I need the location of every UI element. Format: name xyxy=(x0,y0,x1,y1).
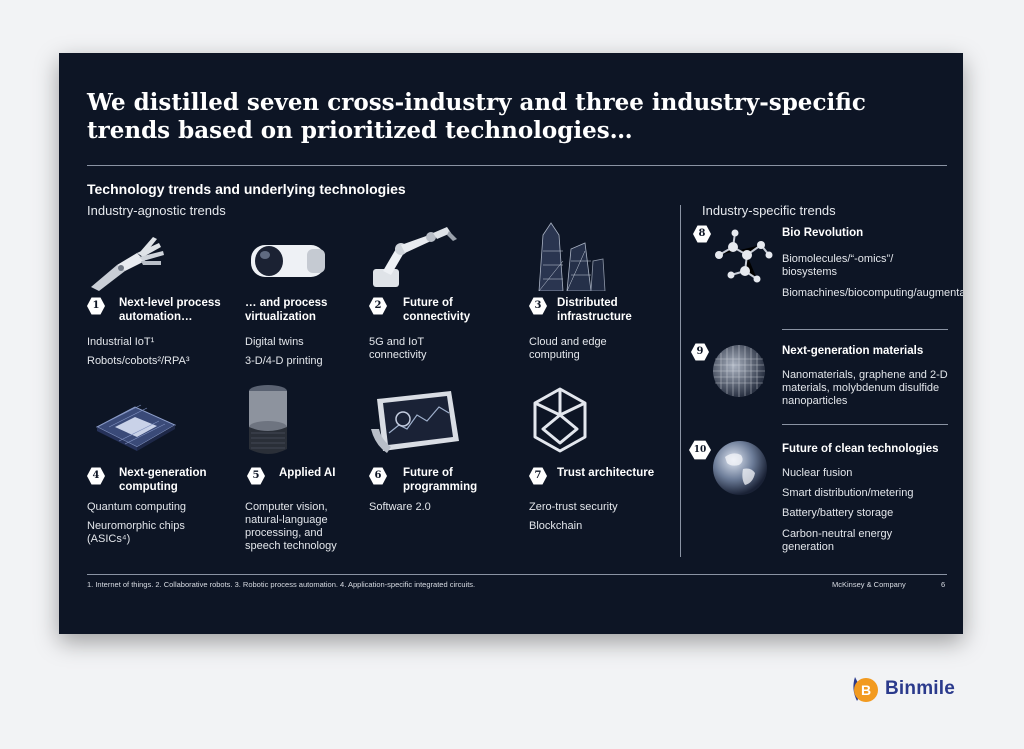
footer-divider xyxy=(87,574,947,575)
molecule-icon xyxy=(715,229,773,283)
trend-2-item-1: 5G and IoT connectivity xyxy=(369,336,427,361)
trend-8-item-1: Biomolecules/“-omics”/ biosystems xyxy=(782,253,894,278)
page-number: 6 xyxy=(941,580,946,589)
chip-icon xyxy=(95,404,177,451)
nanomaterial-sphere-icon xyxy=(713,345,765,397)
trend-4-badge: 4 xyxy=(87,467,105,485)
slide-title: We distilled seven cross-industry and th… xyxy=(87,89,866,144)
trend-4-title: Next-generation computing xyxy=(119,467,207,493)
column-divider xyxy=(680,205,681,557)
robot-arm-icon xyxy=(373,227,457,287)
earth-icon xyxy=(713,441,767,495)
trend-3-badge: 3 xyxy=(529,297,547,315)
trend-8-badge: 8 xyxy=(693,225,711,243)
brand-name: McKinsey & Company xyxy=(832,580,906,589)
smart-speaker-icon xyxy=(249,385,287,454)
trend-3-item-1: Cloud and edge computing xyxy=(529,336,607,361)
trend-5-title: Applied AI xyxy=(279,467,336,479)
trend-9-badge: 9 xyxy=(691,343,709,361)
trend-7-badge: 7 xyxy=(529,467,547,485)
industry-divider-1 xyxy=(782,329,948,330)
trend-10-item-2: Smart distribution/metering xyxy=(782,487,914,499)
trend-9-item-1: Nanomaterials, graphene and 2-D material… xyxy=(782,369,948,407)
trend-1-item-1: Industrial IoT¹ xyxy=(87,336,155,348)
binmile-logo-letter: B xyxy=(861,682,871,698)
trend-4-item-1: Quantum computing xyxy=(87,501,187,513)
trend-5-item-1: Computer vision, natural-language proces… xyxy=(245,501,337,552)
trend-7-item-2: Blockchain xyxy=(529,520,583,532)
vr-headset-icon xyxy=(251,245,325,277)
trend-10-item-3: Battery/battery storage xyxy=(782,507,894,519)
trend-2-badge: 2 xyxy=(369,297,387,315)
wireframe-cube-icon xyxy=(533,387,587,453)
trend-10-badge: 10 xyxy=(689,440,711,460)
trend-10-title: Future of clean technologies xyxy=(782,443,939,455)
trend-7-item-1: Zero-trust security xyxy=(529,501,618,513)
binmile-logo-text: Binmile xyxy=(885,678,956,699)
trend-1-title: Next-level process automation… xyxy=(119,297,221,323)
trend-6-title: Future of programming xyxy=(403,467,478,493)
title-divider xyxy=(87,165,947,166)
trend-6-badge: 6 xyxy=(369,467,387,485)
trend-4-item-2: Neuromorphic chips (ASICs⁴) xyxy=(87,520,185,545)
slide: We distilled seven cross-industry and th… xyxy=(59,53,963,634)
section-title: Technology trends and underlying technol… xyxy=(87,181,406,197)
trend-1b-item-1: Digital twins xyxy=(245,336,304,348)
footnote: 1. Internet of things. 2. Collaborative … xyxy=(87,580,476,589)
trend-10-item-4: Carbon-neutral energy generation xyxy=(782,528,893,553)
trend-10-item-1: Nuclear fusion xyxy=(782,467,853,479)
trend-3-title: Distributed infrastructure xyxy=(557,297,632,323)
binmile-logo-icon: B xyxy=(853,677,878,702)
trend-9-title: Next-generation materials xyxy=(782,345,924,357)
trend-8-title: Bio Revolution xyxy=(782,227,864,239)
industry-divider-2 xyxy=(782,424,948,425)
binmile-logo: B Binmile xyxy=(849,672,955,706)
robot-hand-icon xyxy=(91,237,164,291)
trend-1-badge: 1 xyxy=(87,297,105,315)
trend-7-title: Trust architecture xyxy=(557,467,655,479)
skyscraper-icon xyxy=(538,222,606,291)
trend-6-item-1: Software 2.0 xyxy=(369,501,431,513)
tablet-icon xyxy=(371,391,459,453)
trend-8-item-2: Biomachines/biocomputing/augmentation xyxy=(782,287,963,299)
industry-specific-label: Industry-specific trends xyxy=(702,203,836,218)
trend-2-title: Future of connectivity xyxy=(403,297,471,323)
trend-1-item-2: Robots/cobots²/RPA³ xyxy=(87,355,190,367)
trend-1b-title: … and process virtualization xyxy=(245,297,328,323)
trend-5-badge: 5 xyxy=(247,467,265,485)
industry-agnostic-label: Industry-agnostic trends xyxy=(87,203,226,218)
trend-1b-item-2: 3-D/4-D printing xyxy=(245,355,323,367)
